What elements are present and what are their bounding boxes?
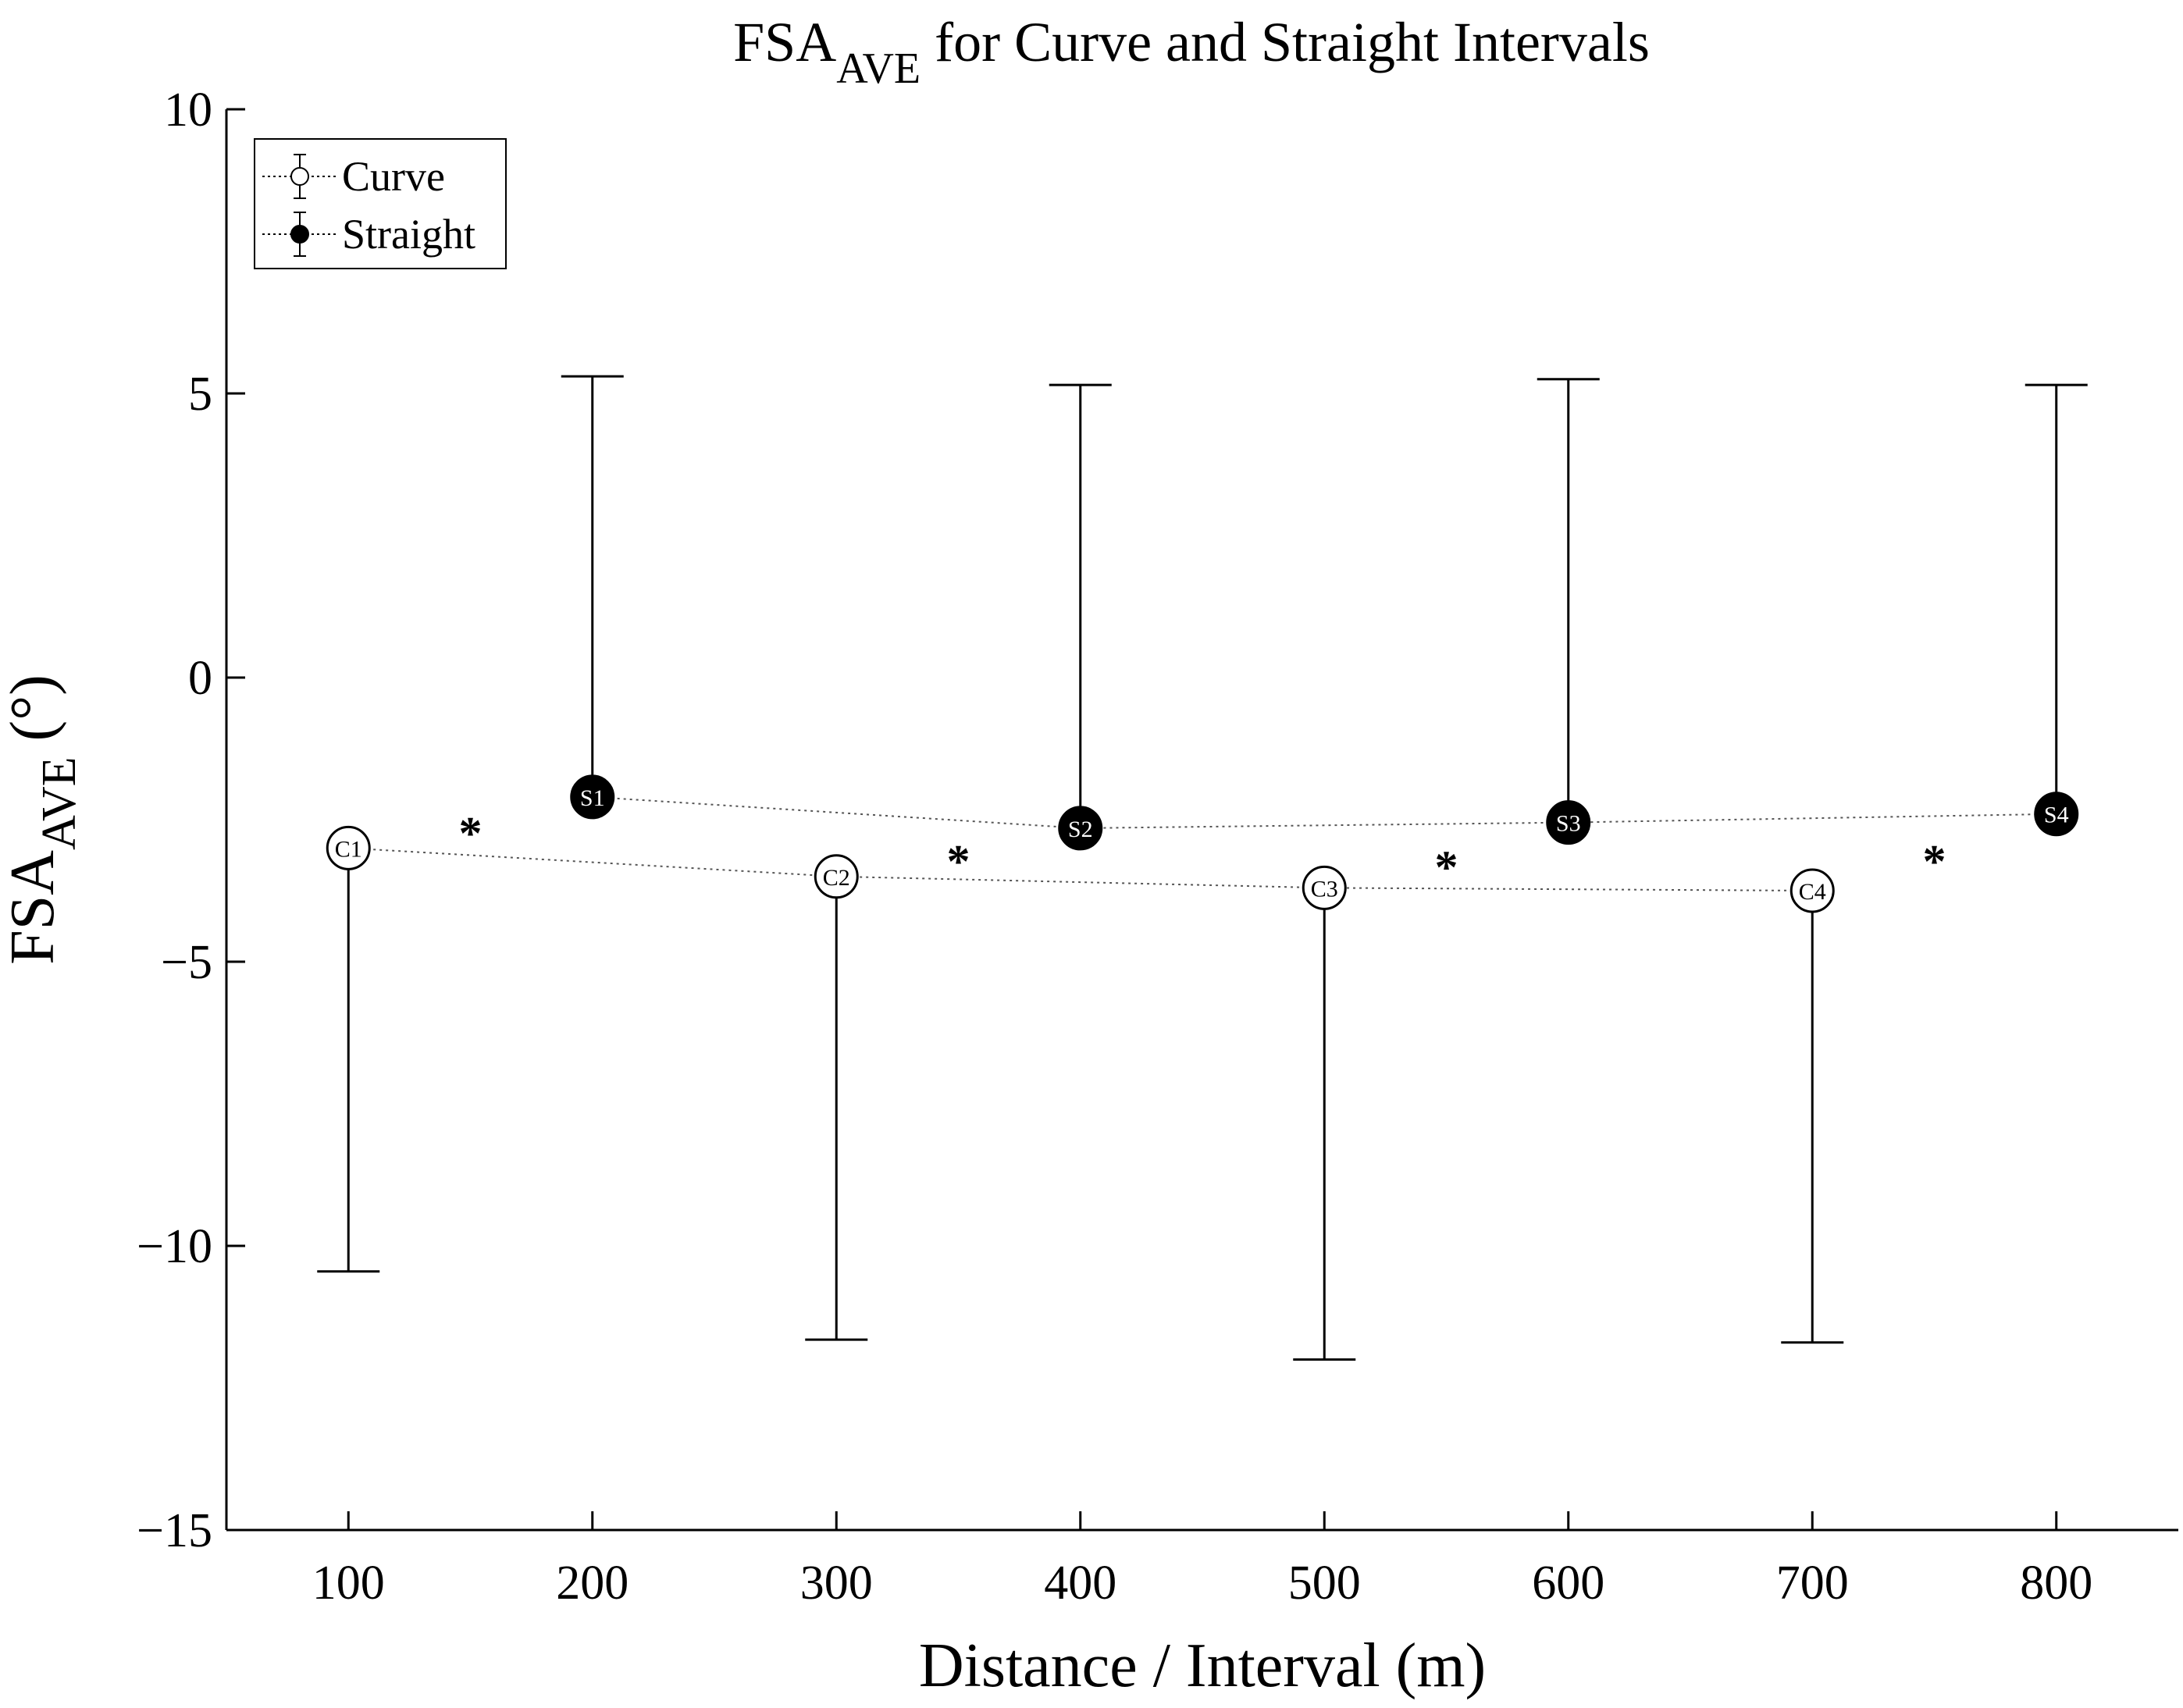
significance-star: *	[947, 836, 970, 888]
legend-entry-straight: Straight	[262, 211, 475, 258]
chart-title-main: FSA	[733, 11, 836, 73]
significance-star: *	[459, 807, 483, 859]
significance-star: *	[1435, 842, 1458, 893]
legend-straight-marker	[290, 225, 309, 244]
chart-title-rest: for Curve and Straight Intervals	[921, 11, 1650, 73]
x-tick-label: 700	[1776, 1557, 1849, 1610]
data-point-label: C4	[1799, 879, 1826, 905]
y-axis-label: FSAAVE (°)	[0, 674, 86, 964]
y-tick-label: 5	[188, 368, 212, 421]
data-point-label: C3	[1311, 876, 1338, 902]
significance-star: *	[1923, 836, 1946, 888]
x-tick-label: 800	[2020, 1557, 2092, 1610]
y-axis-label-sub: AVE	[33, 757, 86, 850]
data-point-label: S1	[580, 785, 605, 811]
x-tick-label: 100	[312, 1557, 385, 1610]
x-tick-label: 200	[556, 1557, 629, 1610]
data-point-c2	[814, 854, 859, 899]
data-point-label: S4	[2044, 802, 2069, 828]
y-tick-label: 10	[164, 84, 212, 137]
data-point-c4	[1789, 868, 1835, 913]
plot-area: C1 C2 C3 C4 S1 S2 S3 S4 * * * *	[317, 375, 2088, 1361]
legend-curve-marker	[290, 167, 309, 186]
y-tick-label: −5	[161, 936, 212, 989]
data-point-c1	[326, 825, 371, 870]
y-axis-label-rest: (°)	[0, 674, 67, 756]
series-line-straight	[592, 795, 2057, 829]
data-point-s2	[1058, 806, 1103, 851]
data-point-label: S3	[1556, 811, 1581, 837]
x-tick-label: 500	[1288, 1557, 1361, 1610]
data-point-s1	[570, 774, 615, 820]
data-point-s4	[2034, 792, 2079, 837]
y-axis-label-main: FSA	[0, 850, 67, 965]
y-tick-label: −10	[137, 1220, 212, 1273]
y-tick-label: −15	[137, 1504, 212, 1557]
x-tick-label: 400	[1044, 1557, 1116, 1610]
series-line-curve	[348, 847, 1813, 891]
legend-entry-curve: Curve	[262, 153, 445, 200]
chart-title-sub: AVE	[836, 44, 921, 93]
data-point-label: C2	[823, 865, 850, 891]
x-tick-label: 300	[800, 1557, 873, 1610]
chart-title: FSAAVE for Curve and Straight Intervals	[733, 11, 1650, 93]
data-point-s3	[1546, 800, 1591, 845]
x-ticks: 100 200 300 400 500 600 700 800	[312, 1511, 2092, 1610]
data-point-c3	[1302, 865, 1347, 910]
legend-curve-label: Curve	[342, 153, 445, 200]
data-point-label: S2	[1068, 817, 1093, 842]
data-point-label: C1	[335, 836, 362, 862]
legend: Curve Straight	[254, 138, 507, 269]
y-ticks: 10 5 0 −5 −10 −15	[137, 84, 245, 1557]
legend-box	[254, 138, 507, 269]
x-tick-label: 600	[1532, 1557, 1604, 1610]
x-axis-label: Distance / Interval (m)	[919, 1631, 1486, 1700]
legend-straight-label: Straight	[342, 211, 475, 258]
y-tick-label: 0	[188, 652, 212, 705]
